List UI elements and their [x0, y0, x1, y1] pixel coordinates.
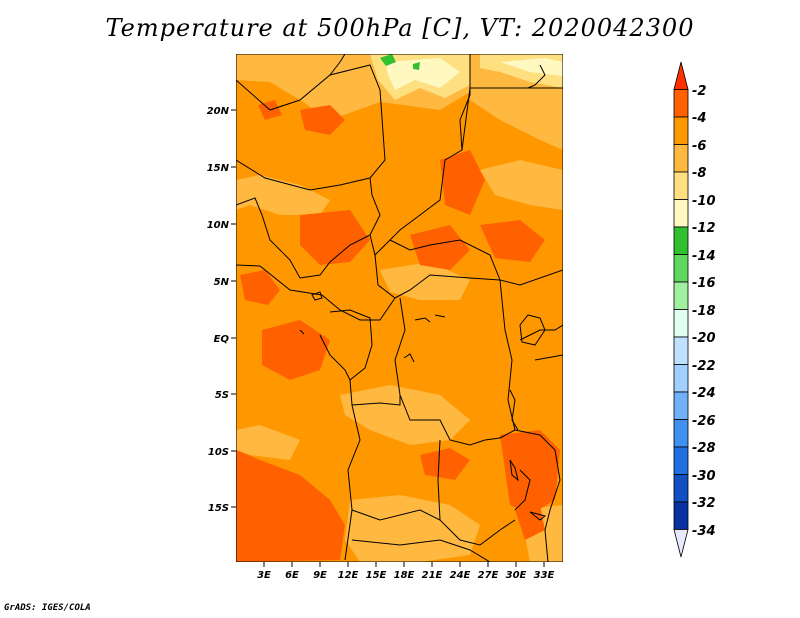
colorbar-swatch: [673, 364, 689, 393]
colorbar-label: -6: [692, 139, 706, 154]
colorbar-swatch: [673, 281, 689, 310]
lon-label: 24E: [450, 570, 471, 581]
colorbar-label: -28: [692, 441, 716, 456]
lat-ticks: [231, 109, 236, 508]
colorbar-label: -20: [692, 331, 716, 346]
colorbar-label: -34: [692, 524, 716, 539]
colorbar-label: -32: [692, 496, 716, 511]
lon-label: 3E: [257, 570, 271, 581]
lon-label: 6E: [285, 570, 299, 581]
band-minus-2: [236, 100, 560, 562]
lon-label: 33E: [534, 570, 555, 581]
colorbar-swatch: [673, 309, 689, 338]
lat-label: 15S: [208, 503, 229, 514]
lat-label: EQ: [214, 334, 230, 345]
colorbar-swatch: [673, 116, 689, 145]
colorbar-swatch: [673, 254, 689, 283]
colorbar: [673, 61, 689, 558]
colorbar-label: -14: [692, 249, 716, 264]
colorbar-swatch: [673, 171, 689, 200]
map-title: Temperature at 500hPa [C], VT: 202004230…: [105, 14, 695, 42]
colorbar-swatch: [673, 336, 689, 365]
lon-labels: 3E 6E 9E 12E 15E 18E 21E 24E 27E 30E 33E: [257, 570, 554, 581]
lat-labels: 20N 15N 10N 5N EQ 5S 10S 15S: [207, 106, 230, 514]
country-borders: [236, 54, 563, 562]
colorbar-label: -30: [692, 469, 716, 484]
lon-label: 9E: [313, 570, 327, 581]
lat-label: 5N: [214, 277, 230, 288]
colorbar-label: -12: [692, 221, 716, 236]
lon-label: 12E: [338, 570, 359, 581]
lon-label: 15E: [366, 570, 387, 581]
colorbar-swatch: [673, 446, 689, 475]
colorbar-arrow-bottom: [673, 529, 689, 558]
colorbar-swatch: [673, 199, 689, 228]
lat-label: 15N: [207, 163, 230, 174]
colorbar-swatch: [673, 419, 689, 448]
colorbar-swatch: [673, 391, 689, 420]
colorbar-label: -24: [692, 386, 716, 401]
band-minus-14: [380, 54, 420, 70]
lat-label: 10S: [208, 447, 229, 458]
colorbar-label: -10: [692, 194, 716, 209]
band-minus-6: [236, 54, 563, 562]
colorbar-arrow-top: [673, 61, 689, 90]
colorbar-swatch: [673, 144, 689, 173]
lat-label: 5S: [215, 390, 229, 401]
lon-label: 30E: [506, 570, 527, 581]
band-minus-10: [385, 58, 563, 90]
colorbar-label: -4: [692, 111, 706, 126]
colorbar-swatch: [673, 226, 689, 255]
colorbar-label: -8: [692, 166, 706, 181]
temperature-map: [236, 54, 563, 562]
colorbar-label: -2: [692, 84, 706, 99]
colorbar-label: -16: [692, 276, 716, 291]
lon-label: 18E: [394, 570, 415, 581]
colorbar-swatch: [673, 474, 689, 503]
lon-label: 21E: [422, 570, 443, 581]
lat-label: 20N: [207, 106, 230, 117]
lon-label: 27E: [478, 570, 499, 581]
lat-label: 10N: [207, 220, 230, 231]
footer-credit: GrADS: IGES/COLA: [4, 603, 91, 613]
colorbar-labels: -2 -4 -6 -8 -10 -12 -14 -16 -18 -20 -22 …: [692, 84, 716, 539]
lon-ticks: [263, 562, 545, 567]
lakes: [299, 291, 547, 521]
colorbar-swatch: [673, 89, 689, 118]
colorbar-label: -18: [692, 304, 716, 319]
colorbar-label: -26: [692, 414, 716, 429]
colorbar-label: -22: [692, 359, 716, 374]
colorbar-swatch: [673, 501, 689, 530]
